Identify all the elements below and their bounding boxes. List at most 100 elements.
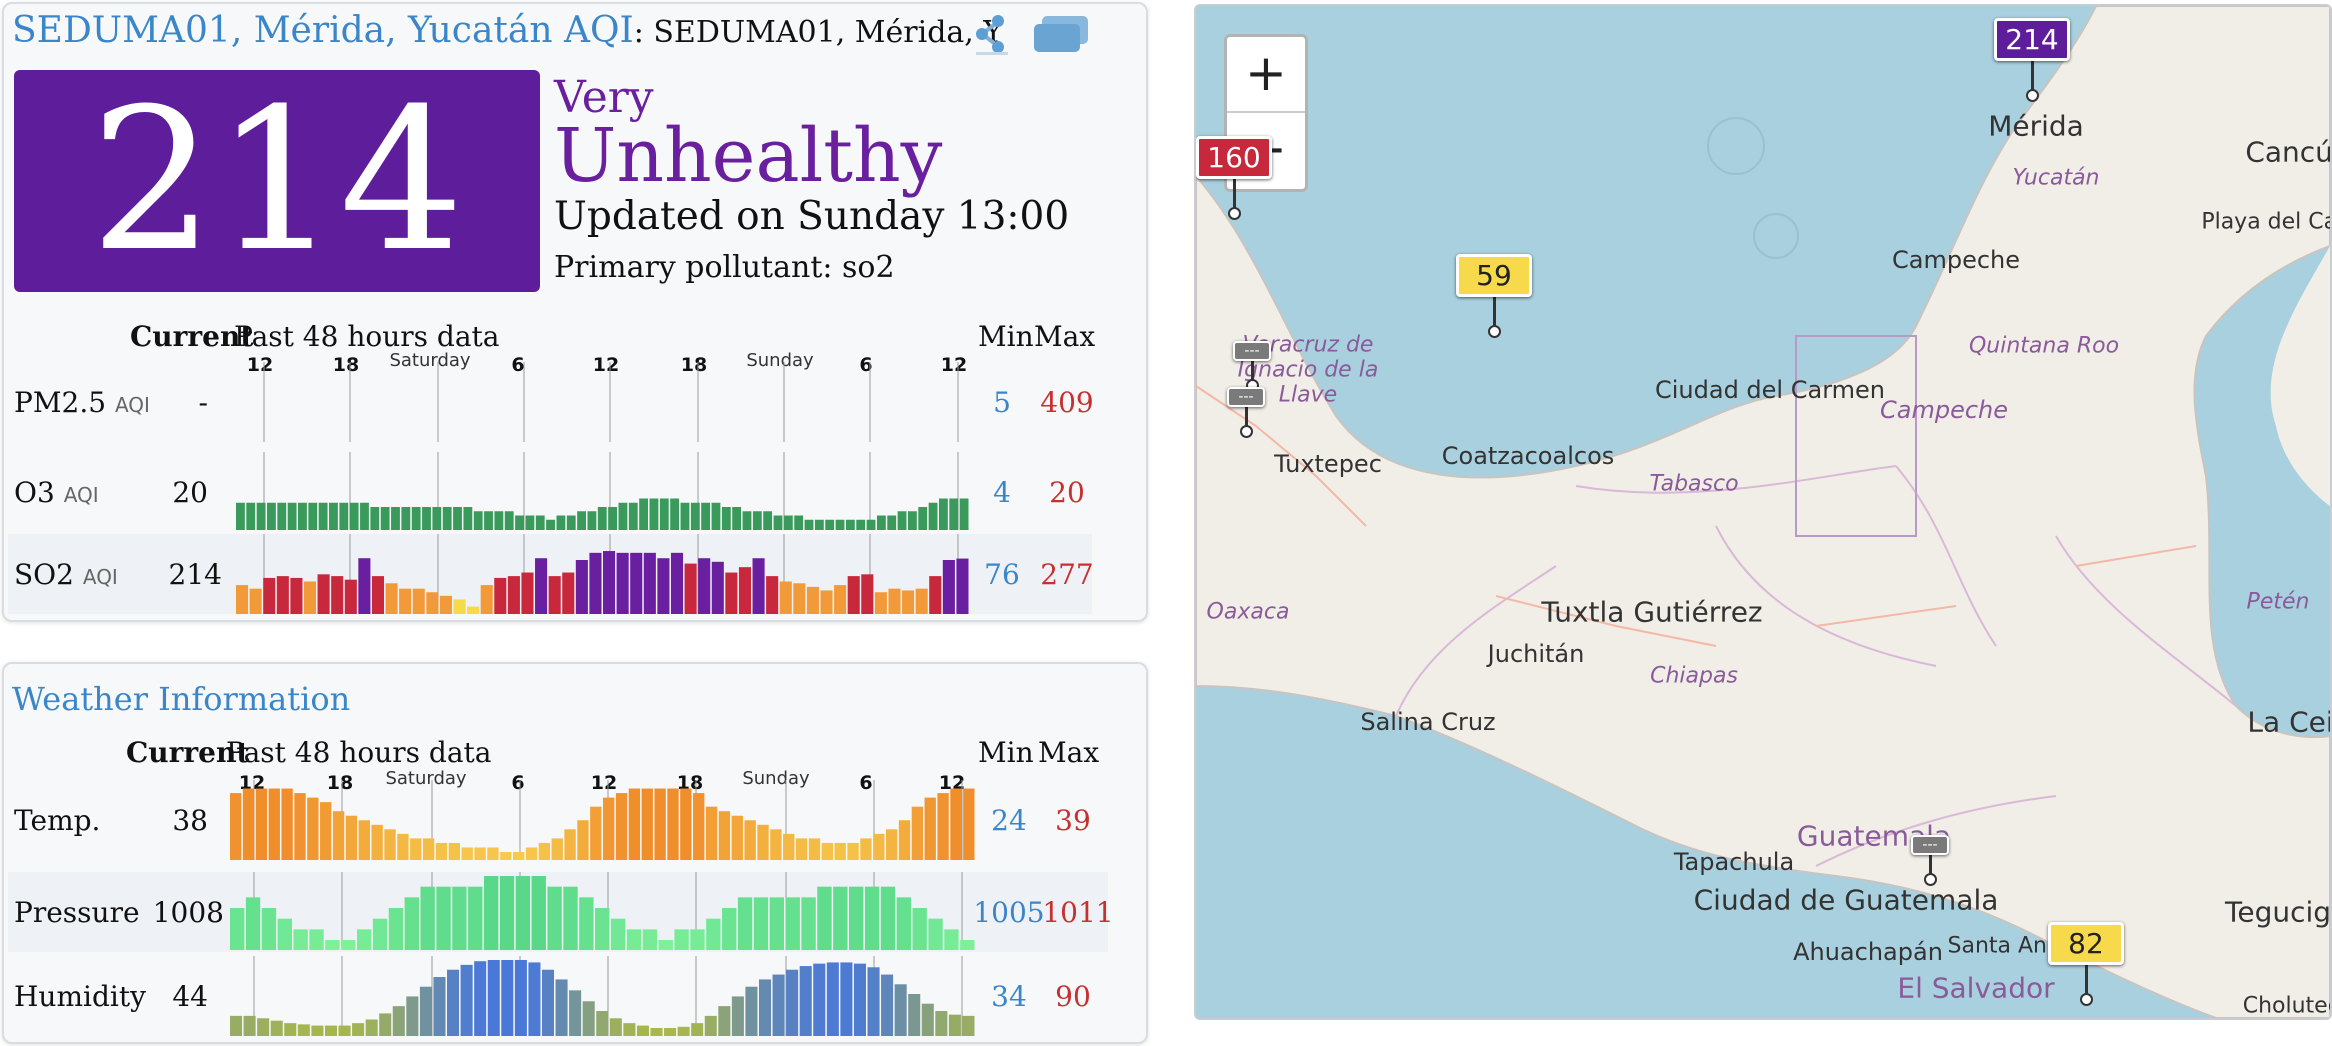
chart-bar[interactable] — [399, 588, 412, 614]
chart-bar[interactable] — [616, 552, 629, 614]
chart-bar[interactable] — [406, 996, 419, 1036]
chart-bar[interactable] — [494, 511, 504, 530]
chart-bar[interactable] — [867, 967, 880, 1036]
chart-bar[interactable] — [372, 918, 388, 950]
chart-bar[interactable] — [294, 793, 306, 860]
chart-bar[interactable] — [706, 918, 721, 950]
chart-bar[interactable] — [385, 583, 398, 614]
chart-bar[interactable] — [935, 1011, 948, 1036]
chart-bar[interactable] — [467, 606, 480, 614]
chart-bar[interactable] — [521, 572, 534, 614]
chart-bar[interactable] — [412, 588, 425, 614]
chart-bar[interactable] — [401, 507, 411, 530]
chart-bar[interactable] — [257, 1018, 270, 1036]
chart-bar[interactable] — [494, 577, 507, 614]
chart-bar[interactable] — [317, 574, 330, 614]
chart-bar[interactable] — [722, 908, 737, 950]
chart-bar[interactable] — [541, 969, 555, 1036]
chart-bar[interactable] — [684, 563, 697, 614]
chart-bar[interactable] — [590, 806, 602, 860]
aqi-map-marker[interactable]: 160 — [1196, 136, 1272, 220]
aqi-marker-value[interactable]: 160 — [1196, 136, 1272, 179]
chart-bar[interactable] — [639, 498, 649, 531]
chart-bar[interactable] — [701, 502, 711, 530]
chart-bar[interactable] — [504, 511, 514, 530]
chart-bar[interactable] — [912, 908, 927, 950]
chart-bar[interactable] — [911, 806, 924, 860]
chart-bar[interactable] — [783, 515, 793, 531]
chart-bar[interactable] — [426, 592, 439, 614]
chart-bar[interactable] — [500, 852, 512, 860]
chart-bar[interactable] — [435, 842, 448, 860]
chart-bar[interactable] — [432, 507, 442, 530]
chart-bar[interactable] — [349, 502, 359, 530]
chart-bar[interactable] — [525, 847, 538, 860]
chart-bar[interactable] — [439, 595, 452, 614]
chart-bar[interactable] — [737, 897, 753, 950]
chart-bar[interactable] — [849, 886, 864, 950]
chart-bar[interactable] — [825, 519, 835, 530]
chart-bar[interactable] — [659, 498, 669, 531]
chart-bar[interactable] — [422, 507, 431, 530]
chart-bar[interactable] — [817, 886, 832, 950]
chart-bar[interactable] — [290, 577, 303, 614]
comments-icon[interactable] — [1032, 14, 1090, 56]
chart-bar[interactable] — [680, 788, 692, 860]
aqi-marker-value[interactable]: 82 — [2048, 922, 2124, 965]
chart-bar[interactable] — [813, 963, 826, 1036]
chart-bar[interactable] — [230, 1015, 243, 1036]
chart-bar[interactable] — [419, 986, 432, 1036]
chart-bar[interactable] — [562, 572, 575, 614]
chart-bar[interactable] — [551, 838, 563, 860]
chart-bar[interactable] — [566, 515, 576, 531]
chart-bar[interactable] — [358, 558, 371, 614]
chart-bar[interactable] — [548, 576, 561, 614]
chart-bar[interactable] — [758, 979, 772, 1036]
chart-bar[interactable] — [499, 876, 515, 950]
chart-bar[interactable] — [404, 897, 419, 950]
chart-bar[interactable] — [460, 964, 473, 1036]
chart-bar[interactable] — [874, 592, 887, 614]
chart-bar[interactable] — [473, 511, 483, 530]
chart-bar[interactable] — [563, 886, 578, 950]
chart-bar[interactable] — [298, 502, 307, 530]
chart-bar[interactable] — [468, 886, 483, 950]
chart-bar[interactable] — [808, 838, 821, 860]
chart-bar[interactable] — [745, 986, 758, 1036]
chart-bar[interactable] — [742, 511, 752, 530]
chart-bar[interactable] — [963, 788, 975, 860]
chart-bar[interactable] — [918, 507, 928, 530]
chart-bar[interactable] — [773, 515, 783, 531]
chart-bar[interactable] — [731, 815, 743, 860]
chart-bar[interactable] — [338, 1025, 351, 1036]
chart-bar[interactable] — [276, 576, 289, 614]
chart-bar[interactable] — [718, 811, 731, 860]
share-icon[interactable] — [972, 12, 1012, 56]
aqi-marker-value[interactable]: --- — [1911, 835, 1949, 855]
chart-bar[interactable] — [770, 829, 782, 860]
chart-bar[interactable] — [654, 788, 666, 860]
chart-bar[interactable] — [924, 797, 936, 860]
chart-bar[interactable] — [564, 829, 576, 860]
chart-bar[interactable] — [763, 511, 773, 530]
chart-bar[interactable] — [297, 1024, 310, 1036]
chart-bar[interactable] — [795, 838, 808, 860]
chart-bar[interactable] — [474, 961, 487, 1036]
chart-bar[interactable] — [779, 581, 792, 614]
chart-bar[interactable] — [249, 588, 262, 614]
chart-bar[interactable] — [769, 897, 785, 950]
chart-bar[interactable] — [597, 507, 607, 530]
chart-bar[interactable] — [344, 579, 357, 614]
chart-bar[interactable] — [718, 1006, 731, 1036]
chart-bar[interactable] — [307, 797, 319, 860]
chart-bar[interactable] — [960, 940, 975, 950]
chart-bar[interactable] — [320, 802, 332, 860]
chart-bar[interactable] — [303, 581, 317, 614]
chart-bar[interactable] — [610, 918, 626, 950]
chart-bar[interactable] — [821, 842, 834, 860]
chart-bar[interactable] — [324, 1025, 338, 1036]
chart-bar[interactable] — [711, 561, 724, 614]
chart-bar[interactable] — [898, 820, 911, 860]
aqi-map-marker[interactable]: --- — [1911, 834, 1949, 886]
chart-bar[interactable] — [698, 558, 711, 614]
